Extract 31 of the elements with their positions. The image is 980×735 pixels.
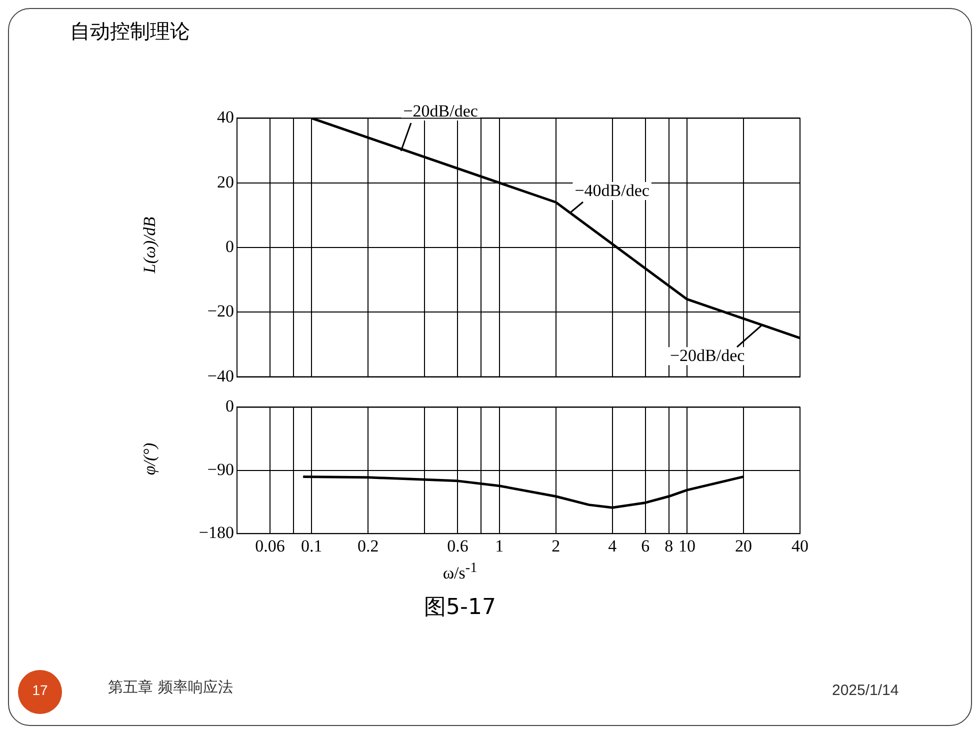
x-tick-label: 0.2 [358, 536, 379, 556]
y-tick-label: 0 [226, 236, 234, 256]
x-tick-label: 10 [678, 536, 696, 556]
annotation: −20dB/dec [670, 346, 746, 366]
x-tick-label: 40 [792, 536, 808, 556]
y-tick-label: −90 [207, 460, 234, 479]
chart-title: 自动控制理论 [70, 18, 190, 45]
x-tick-label: 20 [735, 536, 752, 556]
text: 2025/1/14 [832, 682, 899, 699]
x-tick-label: 1 [495, 536, 504, 556]
annotation: −20dB/dec [403, 102, 478, 121]
x-tick-label: 4 [608, 536, 618, 556]
text: 17 [31, 682, 49, 698]
x-tick-label: 8 [664, 536, 674, 556]
annotation: −40dB/dec [574, 180, 650, 200]
y-tick-label: −180 [198, 523, 234, 542]
y-axis-title: φ/(°) [140, 442, 160, 478]
text: 第五章 频率响应法 [108, 678, 233, 697]
y-tick-label: −40 [207, 366, 234, 386]
x-tick-label: 0.6 [447, 536, 468, 556]
y-axis-title: L(ω)/dB [140, 216, 160, 276]
y-tick-label: 40 [217, 108, 234, 127]
x-tick-label: 6 [641, 536, 650, 556]
x-tick-label: 0.1 [301, 536, 322, 556]
y-tick-label: 0 [226, 396, 234, 416]
y-tick-label: 20 [217, 172, 234, 192]
x-axis-title: ω/s$^{-1}$ [442, 560, 478, 584]
x-tick-label: 2 [552, 536, 560, 556]
caption: 图5-17 [423, 594, 497, 622]
x-tick-label: 0.06 [255, 536, 285, 556]
y-tick-label: −20 [207, 302, 234, 321]
